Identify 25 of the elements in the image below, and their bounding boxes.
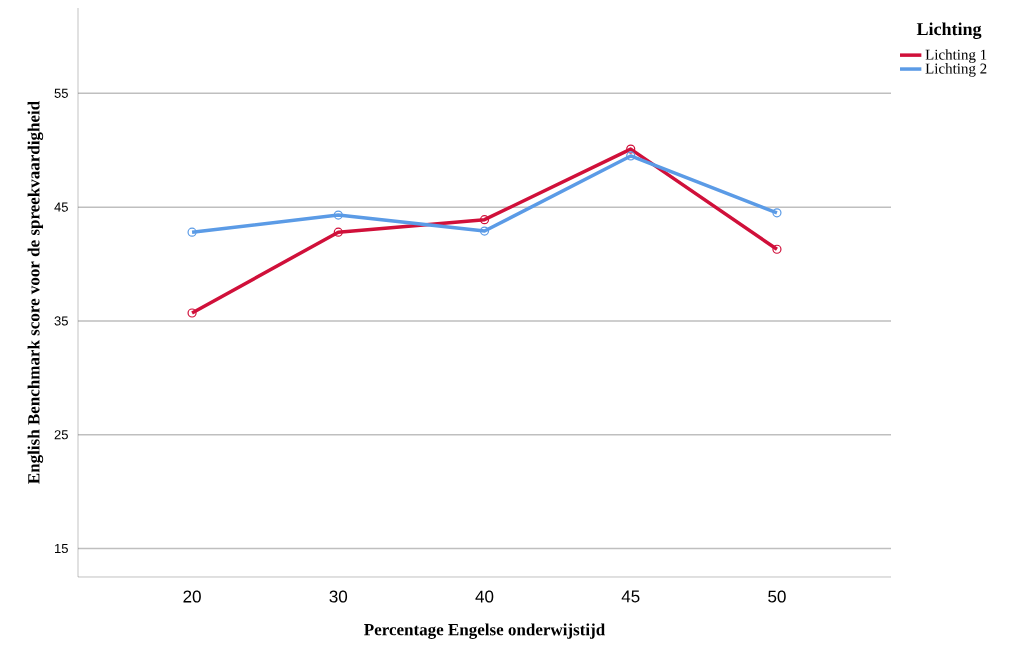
point: [187, 308, 197, 318]
legend-title: Lichting: [916, 22, 982, 39]
legend-label: Lichting 2: [925, 63, 987, 77]
point: [333, 210, 343, 220]
point: [626, 144, 636, 154]
point: [479, 226, 490, 236]
legend-label: Lichting 1: [925, 49, 987, 63]
y-tick-label: 35: [54, 316, 68, 326]
x-tick-label: 50: [768, 590, 786, 603]
y-tick-label: 25: [54, 430, 68, 440]
y-tick-label: 45: [54, 202, 68, 212]
x-tick-label: 45: [621, 590, 640, 603]
y-axis-title: English Benchmark score voor de spreekvaardigheid: [27, 101, 44, 484]
point: [333, 227, 343, 237]
x-axis-title: Percentage Engelse onderwijstijd: [364, 623, 606, 639]
point: [772, 244, 782, 254]
x-tick-label: 40: [475, 590, 494, 603]
point: [772, 208, 782, 218]
point: [479, 215, 490, 225]
y-tick-label: 55: [54, 88, 68, 98]
x-tick-label: 20: [183, 590, 201, 603]
point: [187, 227, 197, 237]
y-tick-label: 15: [55, 544, 68, 554]
x-tick-label: 30: [329, 590, 348, 603]
point: [626, 151, 636, 161]
